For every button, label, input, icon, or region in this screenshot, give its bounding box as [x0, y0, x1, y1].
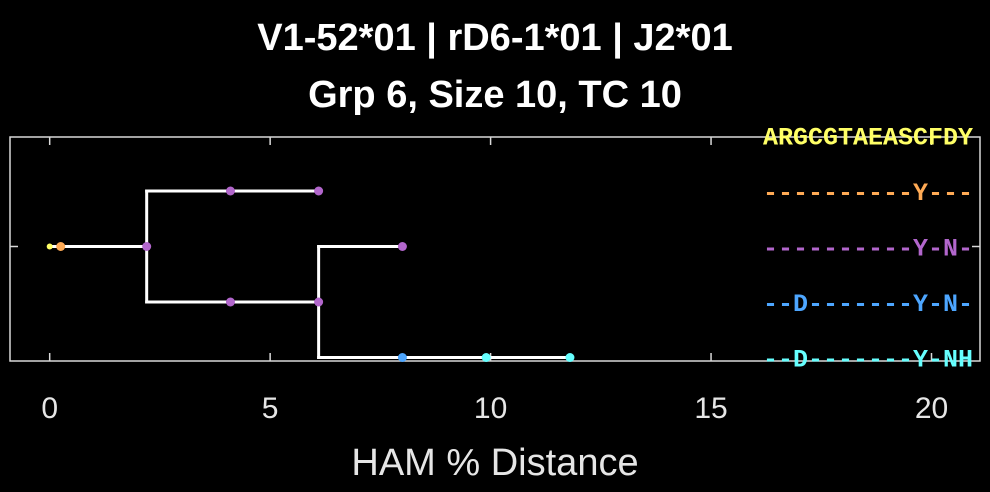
plot-frame [9, 136, 981, 362]
tree-node [397, 353, 407, 362]
x-tick-label: 15 [694, 392, 727, 425]
tree-nodes [46, 186, 575, 362]
sequence-label: --D-------Y-N- [763, 290, 973, 319]
tree-node [225, 186, 235, 196]
tree-node [56, 242, 66, 251]
sequence-label: --D-------Y-NH [763, 346, 973, 375]
tree-node [314, 297, 324, 307]
axis-ticks: 0 5 10 15 20 [10, 137, 980, 425]
tree-node [397, 242, 407, 251]
tree-node [481, 353, 491, 362]
x-axis-label: HAM % Distance [351, 442, 638, 484]
x-tick-label: 5 [262, 392, 279, 425]
tree-node [142, 242, 152, 251]
sequence-labels: ARGCGTAEASCFDY ----------Y--- ----------Y-… [763, 124, 973, 375]
chart-title-line2: Grp 6, Size 10, TC 10 [308, 74, 682, 116]
tree-node [225, 297, 235, 307]
sequence-label: ----------Y--- [763, 179, 973, 208]
tree-node [565, 353, 575, 362]
sequence-label: ARGCGTAEASCFDY [763, 124, 973, 153]
tree-node [314, 186, 324, 196]
chart-title-line1: V1-52*01 | rD6-1*01 | J2*01 [257, 17, 733, 59]
tree-branches [48, 189, 572, 359]
sequence-label: ----------Y-N- [763, 235, 973, 264]
x-tick-label: 0 [41, 392, 58, 425]
tree-node [46, 243, 53, 250]
x-tick-label: 20 [915, 392, 948, 425]
x-tick-label: 10 [474, 392, 507, 425]
